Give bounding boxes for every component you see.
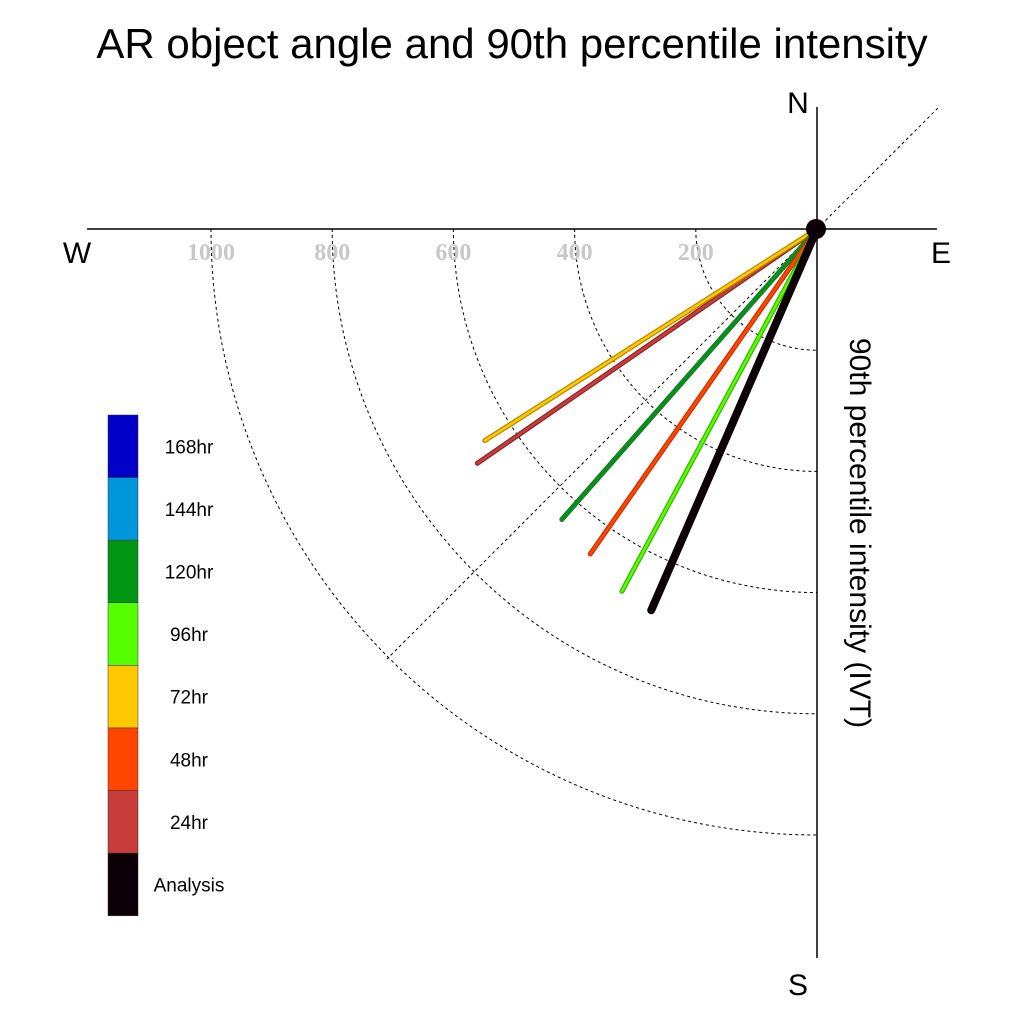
ring-label: 600 bbox=[435, 240, 471, 266]
ring-label: 400 bbox=[557, 240, 593, 266]
ring-800 bbox=[331, 228, 818, 715]
legend-swatch bbox=[107, 602, 139, 666]
legend-swatch bbox=[107, 790, 139, 854]
compass-south: S bbox=[788, 969, 808, 1002]
origin-marker bbox=[806, 219, 826, 239]
legend-swatch bbox=[107, 727, 139, 791]
legend-swatch bbox=[107, 414, 139, 478]
legend-label: 72hr bbox=[170, 688, 209, 709]
legend-label: 168hr bbox=[165, 437, 214, 458]
series-120hr bbox=[559, 226, 820, 522]
ring-400 bbox=[574, 228, 818, 472]
ring-labels: 200 400 600 800 1000 bbox=[187, 240, 714, 266]
compass-north: N bbox=[787, 87, 809, 120]
ring-200 bbox=[695, 228, 818, 351]
legend-swatch bbox=[107, 477, 139, 541]
ring-600 bbox=[452, 228, 818, 594]
ring-label: 1000 bbox=[187, 240, 235, 266]
compass-east: E bbox=[931, 237, 951, 270]
legend-label: 48hr bbox=[170, 750, 209, 771]
legend-label: 144hr bbox=[165, 500, 214, 521]
chart-title: AR object angle and 90th percentile inte… bbox=[96, 20, 927, 67]
legend-swatch bbox=[107, 665, 139, 729]
series-lines bbox=[474, 225, 821, 615]
compass-west: W bbox=[63, 237, 92, 270]
ring-1000 bbox=[210, 228, 818, 836]
legend-label: 120hr bbox=[165, 563, 214, 584]
series-96hr bbox=[619, 226, 820, 594]
intensity-rings bbox=[210, 228, 818, 836]
diagonal-guide-ne bbox=[816, 105, 941, 230]
legend-label: 96hr bbox=[170, 625, 209, 646]
series-48hr bbox=[587, 226, 820, 557]
legend-swatch bbox=[107, 539, 139, 604]
ring-label: 200 bbox=[678, 240, 714, 266]
intensity-axis-label: 90th percentile intensity (IVT) bbox=[843, 338, 876, 728]
series-analysis bbox=[647, 225, 821, 615]
series-24hr bbox=[474, 226, 820, 466]
ring-label: 800 bbox=[314, 240, 350, 266]
legend: 168hr 144hr 120hr 96hr 72hr 48hr 24hr Analysis bbox=[107, 414, 225, 917]
legend-label: Analysis bbox=[154, 876, 225, 897]
legend-label: 24hr bbox=[170, 813, 209, 834]
legend-swatch bbox=[107, 852, 139, 917]
diagonal-guide-sw bbox=[386, 228, 818, 660]
series-72hr bbox=[482, 226, 820, 444]
